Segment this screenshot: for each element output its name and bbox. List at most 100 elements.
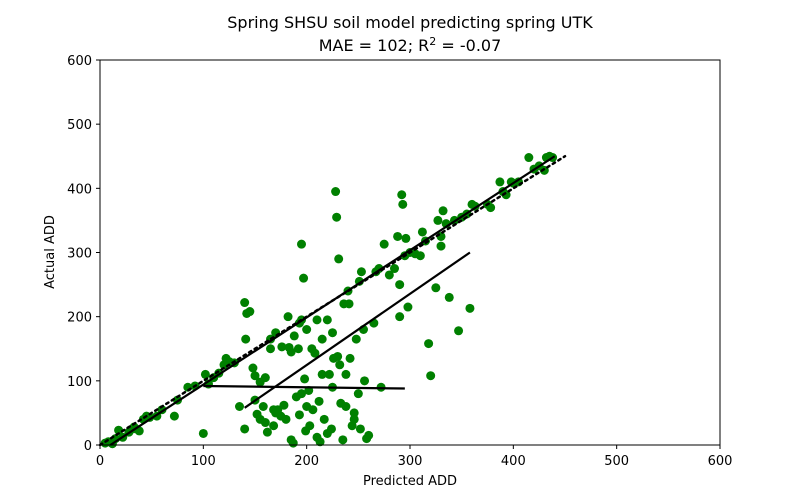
- data-point-54: [279, 400, 289, 410]
- data-point-29: [235, 402, 244, 411]
- data-point-47: [269, 421, 279, 431]
- y-tick-label-5: 500: [67, 118, 92, 133]
- data-point-127: [395, 280, 405, 290]
- data-point-89: [326, 424, 336, 434]
- x-tick-label-1: 100: [191, 454, 216, 469]
- data-point-155: [486, 203, 496, 213]
- data-point-142: [436, 241, 446, 251]
- data-point-58: [286, 347, 296, 357]
- data-point-78: [310, 348, 320, 358]
- data-point-146: [444, 292, 454, 302]
- data-point-34: [245, 307, 255, 317]
- x-tick-label-2: 200: [294, 454, 319, 469]
- data-point-42: [260, 418, 270, 428]
- data-point-115: [360, 376, 370, 386]
- data-point-141: [433, 215, 443, 225]
- y-tick-label-3: 300: [67, 247, 92, 262]
- x-tick-label-5: 500: [604, 454, 629, 469]
- data-point-132: [403, 302, 413, 312]
- data-point-162: [524, 153, 534, 163]
- data-point-99: [338, 435, 348, 445]
- data-point-35: [248, 363, 258, 373]
- data-point-96: [334, 254, 344, 264]
- data-point-151: [465, 303, 475, 313]
- y-tick-label-2: 200: [67, 311, 92, 326]
- data-point-63: [293, 344, 303, 354]
- data-point-43: [260, 373, 270, 383]
- data-point-77: [308, 405, 318, 415]
- data-point-68: [297, 239, 306, 249]
- data-point-20: [198, 428, 208, 438]
- data-point-70: [300, 374, 310, 384]
- data-point-66: [297, 389, 306, 399]
- data-point-90: [328, 328, 337, 338]
- title-mae-text: MAE = 102; R: [319, 36, 430, 55]
- data-point-112: [355, 424, 365, 434]
- data-point-109: [351, 334, 361, 344]
- data-point-85: [319, 414, 329, 424]
- x-tick-label-3: 300: [398, 454, 423, 469]
- data-point-80: [312, 315, 322, 325]
- data-point-156: [495, 177, 505, 187]
- data-point-93: [331, 187, 341, 197]
- data-point-69: [299, 273, 309, 283]
- data-point-16: [169, 411, 179, 421]
- data-point-136: [417, 227, 427, 237]
- data-point-97: [335, 360, 345, 370]
- chart-title-line1: Spring SHSU soil model predicting spring…: [227, 13, 593, 32]
- fit-line-2: [244, 251, 471, 409]
- data-point-88: [324, 369, 334, 379]
- data-point-55: [281, 414, 291, 424]
- data-point-113: [356, 267, 366, 277]
- data-point-101: [341, 402, 351, 411]
- data-point-87: [322, 315, 332, 325]
- data-point-107: [349, 414, 359, 424]
- data-point-21: [200, 369, 210, 379]
- title-r2-value: = -0.07: [436, 36, 501, 55]
- data-point-129: [398, 199, 408, 209]
- data-point-105: [345, 353, 355, 363]
- data-point-110: [353, 389, 363, 399]
- data-point-131: [401, 233, 411, 243]
- data-point-82: [315, 437, 325, 447]
- x-tick-label-0: 0: [96, 454, 104, 469]
- data-point-46: [266, 344, 275, 354]
- x-axis-label: Predicted ADD: [363, 474, 457, 489]
- y-tick-label-0: 0: [84, 439, 92, 454]
- data-point-124: [390, 264, 399, 274]
- data-point-104: [344, 299, 354, 309]
- x-tick-label-4: 400: [501, 454, 526, 469]
- data-point-140: [431, 283, 441, 293]
- data-point-56: [283, 312, 293, 322]
- data-point-135: [415, 251, 425, 261]
- data-point-144: [438, 206, 448, 216]
- data-point-148: [454, 326, 464, 336]
- data-point-122: [379, 239, 389, 249]
- y-axis-label: Actual ADD: [43, 215, 58, 289]
- axis-ticks: 0 100 200 300 400 500 600 0 100 200 300 400 500 600: [67, 54, 732, 469]
- data-point-36: [250, 371, 260, 381]
- title-r2-superscript: 2: [429, 35, 436, 48]
- data-point-125: [393, 231, 403, 241]
- data-point-95: [333, 351, 343, 361]
- data-point-94: [332, 212, 342, 222]
- data-point-84: [317, 334, 327, 344]
- y-tick-label-1: 100: [67, 375, 92, 390]
- data-point-138: [424, 339, 434, 349]
- data-point-41: [258, 402, 268, 411]
- data-point-102: [341, 369, 351, 379]
- data-point-73: [302, 325, 312, 334]
- data-point-61: [289, 331, 299, 341]
- plot-frame: [99, 59, 721, 446]
- data-point-126: [395, 312, 405, 322]
- data-point-117: [364, 430, 374, 440]
- plot-area: [98, 151, 567, 449]
- data-point-64: [294, 410, 304, 420]
- x-tick-label-6: 600: [708, 454, 733, 469]
- data-point-32: [241, 334, 251, 344]
- data-point-158: [501, 190, 511, 200]
- data-point-123: [384, 270, 394, 280]
- y-tick-label-4: 400: [67, 182, 92, 197]
- data-point-75: [305, 421, 315, 431]
